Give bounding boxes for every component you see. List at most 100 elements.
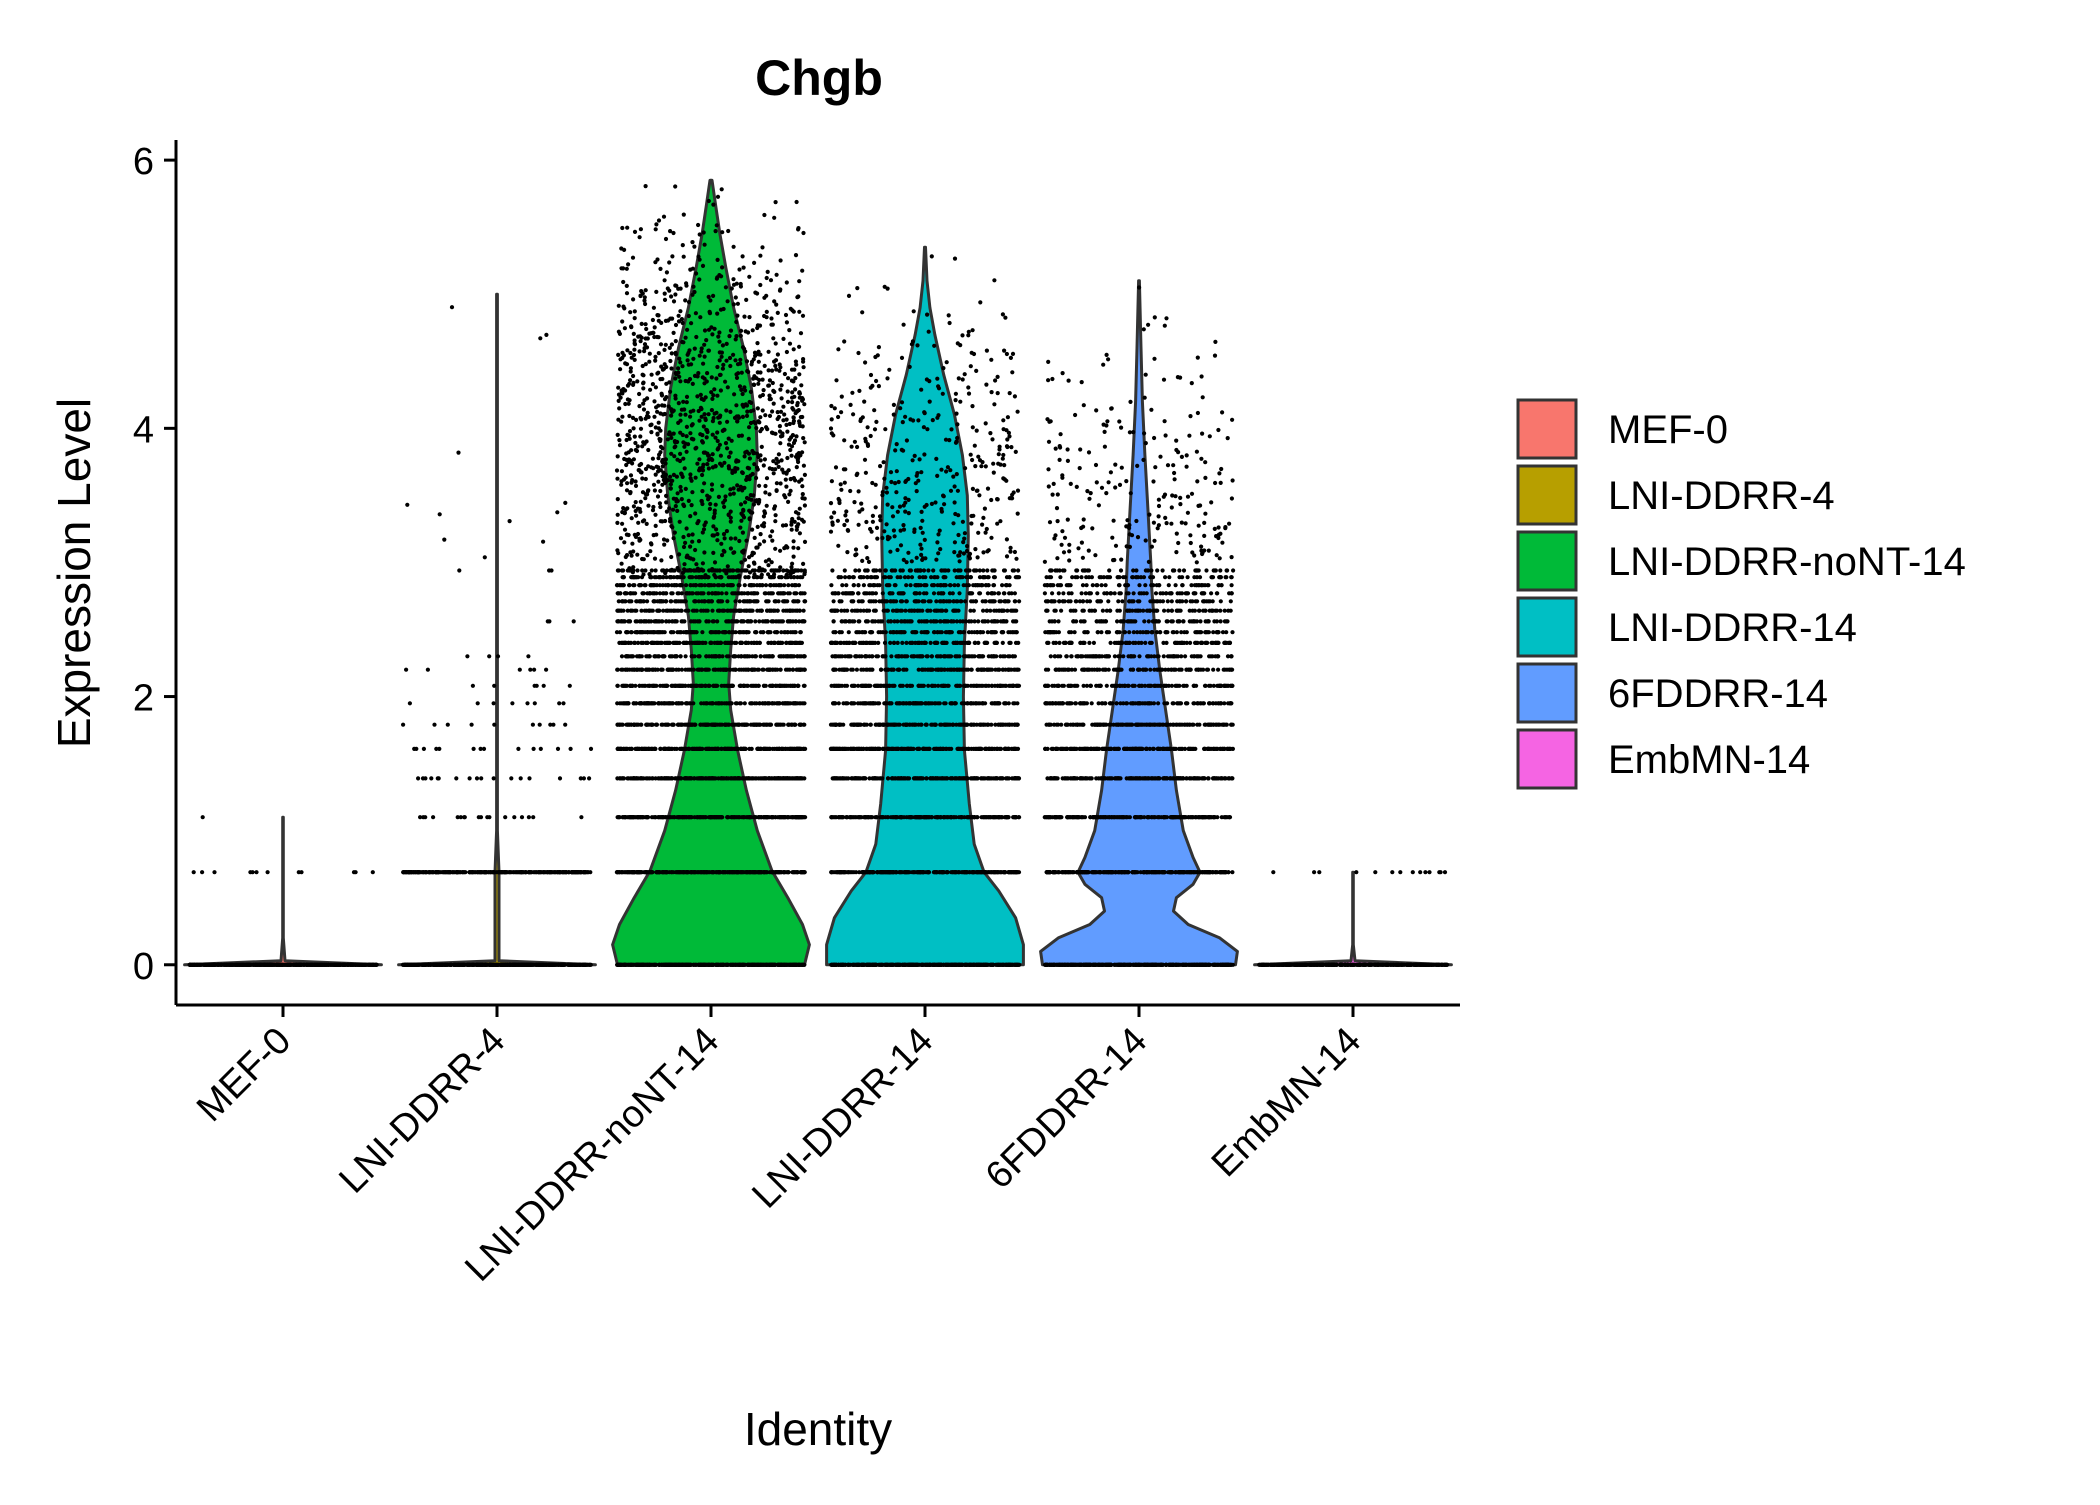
data-point <box>661 470 666 475</box>
data-point <box>707 683 712 688</box>
data-point <box>638 499 643 504</box>
data-point <box>747 456 753 461</box>
data-point <box>728 640 734 646</box>
data-point <box>724 722 729 727</box>
data-point <box>492 683 497 688</box>
data-point <box>660 619 665 624</box>
data-point <box>418 815 423 820</box>
data-point <box>421 746 426 752</box>
data-point <box>762 776 767 781</box>
data-point <box>737 583 742 588</box>
data-point <box>697 640 702 646</box>
data-point <box>745 722 750 727</box>
data-point <box>425 667 430 672</box>
data-point <box>791 545 796 550</box>
violin-group-2 <box>611 178 811 967</box>
data-point <box>712 583 717 588</box>
data-point <box>495 654 501 659</box>
data-point <box>691 701 696 706</box>
data-point <box>702 523 707 528</box>
data-point <box>692 776 697 781</box>
data-point <box>744 608 749 613</box>
data-point <box>457 568 462 573</box>
data-point <box>786 583 791 588</box>
data-point <box>709 487 715 492</box>
data-point <box>665 962 670 967</box>
data-point <box>243 962 248 967</box>
data-point <box>791 599 796 604</box>
data-point <box>749 591 754 596</box>
data-point <box>663 583 668 588</box>
data-point <box>633 619 638 624</box>
data-point <box>638 619 644 624</box>
data-point <box>656 479 661 484</box>
data-point <box>646 503 651 508</box>
data-point <box>658 488 663 494</box>
data-point <box>757 565 762 570</box>
data-point <box>726 512 731 518</box>
data-point <box>769 591 774 596</box>
data-point <box>704 654 709 659</box>
data-point <box>633 500 638 505</box>
data-point <box>624 683 630 688</box>
data-point <box>775 608 780 613</box>
data-point <box>619 469 625 474</box>
data-point <box>662 542 667 547</box>
data-point <box>669 870 674 875</box>
data-point <box>751 870 756 875</box>
data-point <box>742 776 747 781</box>
data-point <box>694 562 699 567</box>
data-point <box>683 486 688 491</box>
data-point <box>351 870 357 875</box>
data-point <box>716 746 721 752</box>
data-point <box>719 591 724 596</box>
data-point <box>744 815 749 820</box>
data-point <box>787 776 792 781</box>
data-point <box>639 630 644 635</box>
data-point <box>726 619 731 624</box>
data-point <box>623 640 628 646</box>
data-point <box>778 548 783 553</box>
data-point <box>516 962 521 967</box>
data-point <box>751 599 756 604</box>
data-point <box>783 667 789 672</box>
data-point <box>657 501 663 506</box>
data-point <box>777 591 782 596</box>
data-point <box>798 630 803 635</box>
data-point <box>702 599 708 604</box>
data-point <box>483 962 488 967</box>
data-point <box>696 654 701 659</box>
data-point <box>745 654 750 659</box>
data-point <box>778 565 783 570</box>
data-point <box>527 776 532 781</box>
data-point <box>777 870 782 875</box>
data-point <box>643 568 648 573</box>
data-point <box>772 667 778 672</box>
data-point <box>773 599 779 604</box>
data-point <box>256 962 261 967</box>
data-point <box>510 701 515 706</box>
data-point <box>671 507 676 512</box>
data-point <box>624 630 630 635</box>
data-point <box>645 776 650 781</box>
data-point <box>733 701 739 706</box>
data-point <box>200 815 205 820</box>
data-point <box>191 870 196 875</box>
data-point <box>763 591 768 596</box>
data-point <box>753 591 758 596</box>
data-point <box>747 570 753 575</box>
data-point <box>791 575 797 580</box>
data-point <box>698 722 703 727</box>
data-point <box>690 490 695 495</box>
data-point <box>588 746 594 752</box>
data-point <box>691 962 696 967</box>
data-point <box>789 654 795 659</box>
data-point <box>715 640 720 646</box>
data-point <box>764 476 770 481</box>
data-point <box>308 962 313 967</box>
data-point <box>619 482 624 487</box>
data-point <box>643 496 648 501</box>
data-point <box>616 815 621 820</box>
data-point <box>466 962 471 967</box>
data-point <box>671 536 676 541</box>
